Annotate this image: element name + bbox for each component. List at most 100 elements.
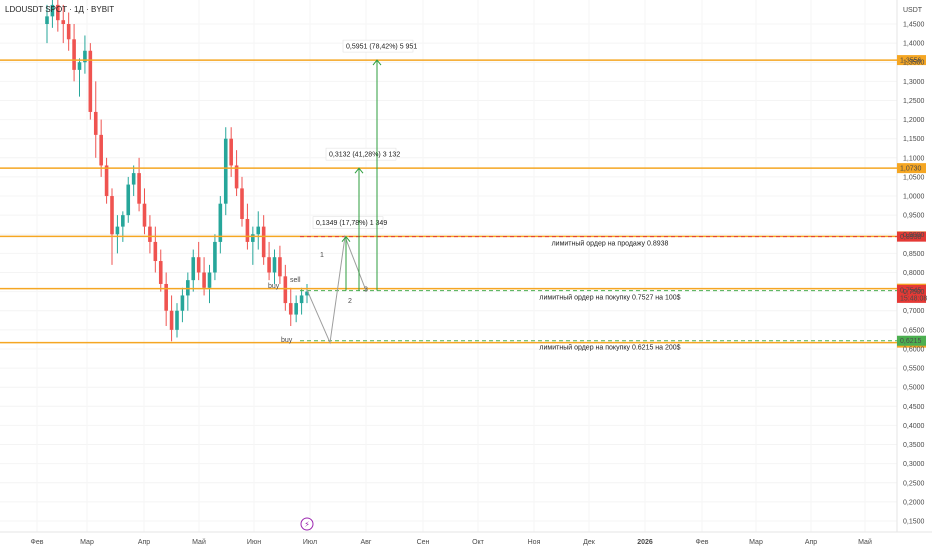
candle-body: [99, 134, 103, 166]
candle-body: [288, 303, 293, 315]
x-month-label: Авг: [361, 539, 372, 546]
candle-body: [148, 226, 152, 242]
measurement-label: 0,1349 (17,78%) 1 349: [316, 220, 387, 227]
x-month-label: Май: [192, 538, 206, 546]
candle-body: [196, 257, 201, 273]
candle-body: [305, 291, 309, 296]
candle-body: [126, 184, 131, 216]
level-badge-label: 1,3556: [900, 58, 922, 65]
path-point-label: 1: [320, 252, 324, 259]
candle-body: [202, 272, 206, 288]
candle-body: [272, 257, 277, 273]
x-month-label: Дек: [583, 539, 596, 546]
candle-body: [191, 257, 196, 281]
candle-body: [131, 173, 136, 185]
chart-title: LDOUSDT SPOT · 1Д · BYBIT: [5, 5, 114, 14]
y-tick-label: 1,2000: [903, 117, 925, 124]
y-tick-label: 1,1500: [903, 136, 925, 143]
x-month-label: 2026: [637, 539, 653, 546]
y-tick-label: 0,4000: [903, 423, 925, 430]
candle-body: [153, 241, 158, 262]
x-month-label: Ноя: [528, 539, 541, 546]
candle-body: [267, 257, 271, 273]
y-tick-label: 0,8500: [903, 251, 925, 258]
y-tick-label: 1,2500: [903, 98, 925, 105]
x-month-label: Мар: [80, 539, 94, 546]
candle-body: [110, 196, 114, 235]
candle-body: [256, 226, 261, 235]
price-axis[interactable]: 1,4500 1,4000 1,3500 1,3000 1,2500 1,2000 1,15…: [903, 22, 925, 526]
order-note: лимитный ордер на продажу 0.8938: [552, 240, 669, 248]
order-badge-label: 0,6215: [900, 338, 922, 345]
candle-body: [223, 138, 228, 204]
candle-body: [294, 303, 298, 315]
candle-body: [207, 272, 212, 288]
currency-label: USDT: [903, 7, 923, 14]
y-tick-label: 0,3500: [903, 442, 925, 449]
buy-label: buy: [268, 283, 280, 290]
candle-body: [88, 50, 93, 112]
time-axis[interactable]: Фев Мар Апр Май Июн Июл Авг Сен Окт Ноя Дек 2026 Фев…: [31, 538, 872, 546]
y-tick-label: 0,6000: [903, 346, 925, 353]
y-tick-label: 0,9500: [903, 213, 925, 220]
y-tick-label: 0,3000: [903, 461, 925, 468]
candle-body: [66, 24, 71, 40]
x-month-label: Фев: [696, 539, 709, 546]
events-icon[interactable]: ⚡: [300, 517, 314, 531]
level-badge: [897, 163, 926, 174]
order-note: лимитный ордер на покупку 0.6215 на 200$: [539, 344, 680, 352]
candle-body: [299, 295, 304, 304]
level-badge-label: 1,0730: [900, 166, 922, 173]
candle-body: [50, 4, 55, 17]
y-tick-label: 0,6500: [903, 327, 925, 334]
x-month-label: Июл: [303, 539, 317, 546]
candle-body: [93, 111, 98, 135]
candle-timer-label: 15:48:08: [900, 295, 927, 302]
candle-body: [251, 234, 255, 242]
drawings-group: 1 2 3 buy sell buy 0,1349 (17,78%) 1 349 0,3132…: [268, 39, 417, 345]
y-tick-label: 0,9000: [903, 232, 925, 239]
y-tick-label: 1,0000: [903, 194, 925, 201]
y-tick-label: 1,3000: [903, 79, 925, 86]
y-tick-label: 0,8000: [903, 270, 925, 277]
candle-body: [229, 138, 233, 166]
path-point-label: 3: [364, 287, 368, 294]
order-badge: [897, 231, 926, 242]
y-tick-label: 1,1000: [903, 155, 925, 162]
measurement-box: [325, 147, 397, 161]
candle-body: [115, 226, 120, 235]
order-note: лимитный ордер на покупку 0.7527 на 100$: [539, 294, 680, 302]
measurement-label: 0,5951 (78,42%) 5 951: [346, 44, 417, 51]
y-tick-label: 0,4500: [903, 404, 925, 411]
candle-body: [77, 62, 82, 70]
candle-body: [218, 203, 223, 242]
candle-body: [137, 173, 141, 204]
orders-group: 0,8938 лимитный ордер на продажу 0.8938 0,…: [300, 231, 927, 352]
y-tick-label: 0,5500: [903, 366, 925, 373]
order-badge-label: 0,8938: [900, 234, 922, 241]
path-point-label: 2: [348, 298, 352, 305]
candle-body: [121, 215, 125, 227]
candle-body: [261, 226, 266, 258]
y-tick-label: 0,7000: [903, 308, 925, 315]
candle-body: [245, 218, 250, 242]
x-month-label: Апр: [138, 539, 150, 546]
candle-body: [56, 4, 60, 21]
candle-body: [278, 257, 282, 277]
x-month-label: Мар: [749, 539, 763, 546]
x-month-label: Окт: [472, 539, 485, 546]
y-tick-label: 1,4500: [903, 22, 925, 29]
y-tick-label: 1,0500: [903, 174, 925, 181]
candles-group: [45, 0, 309, 342]
y-tick-label: 0,2000: [903, 499, 925, 506]
y-tick-label: 0,7500: [903, 289, 925, 296]
x-month-label: Сен: [417, 539, 430, 546]
measurement-label: 0,3132 (41,28%) 3 132: [329, 152, 400, 159]
candle-body: [283, 276, 288, 304]
buy-label-2: buy: [281, 337, 293, 344]
sell-label: sell: [290, 277, 301, 284]
svg-text:⚡: ⚡: [304, 520, 310, 529]
